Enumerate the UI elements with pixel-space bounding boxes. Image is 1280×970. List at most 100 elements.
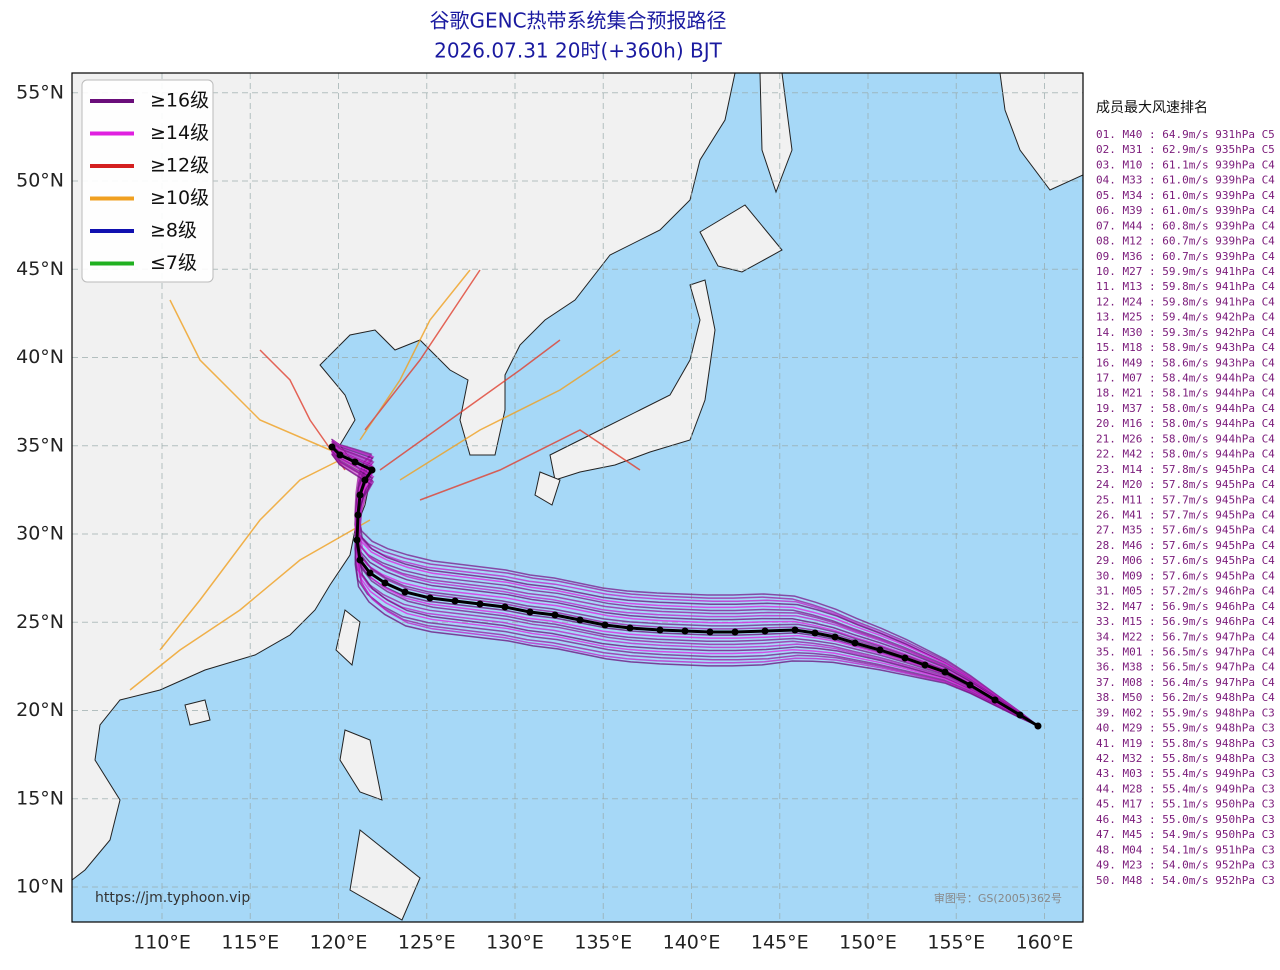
- mean-track-point: [681, 627, 689, 635]
- ranking-entry: 04. M33 : 61.0m/s 939hPa C4: [1096, 174, 1275, 187]
- legend-label: ≥12级: [150, 155, 209, 177]
- ranking-entry: 32. M47 : 56.9m/s 946hPa C4: [1096, 600, 1275, 613]
- mean-track-point: [811, 629, 819, 637]
- ranking-entry: 07. M44 : 60.8m/s 939hPa C4: [1096, 219, 1275, 232]
- track-line: [159, 459, 341, 651]
- ranking-entry: 11. M13 : 59.8m/s 941hPa C4: [1096, 280, 1275, 293]
- ranking-entry: 50. M48 : 54.0m/s 952hPa C3: [1096, 874, 1275, 887]
- legend-label: ≥14级: [150, 122, 209, 144]
- ranking-entry: 08. M12 : 60.7m/s 939hPa C4: [1096, 235, 1275, 248]
- ranking-entry: 40. M29 : 55.9m/s 948hPa C3: [1096, 722, 1275, 735]
- mean-track-point: [941, 668, 949, 676]
- lat-tick-label: 55°N: [16, 81, 64, 103]
- mean-track-point: [601, 621, 609, 629]
- mean-track-point: [366, 569, 374, 577]
- ranking-entry: 49. M23 : 54.0m/s 952hPa C3: [1096, 859, 1275, 872]
- ranking-entry: 28. M46 : 57.6m/s 945hPa C4: [1096, 539, 1275, 552]
- lon-tick-label: 160°E: [1016, 932, 1074, 954]
- ranking-entry: 12. M24 : 59.8m/s 941hPa C4: [1096, 295, 1275, 308]
- mean-track-point: [353, 536, 361, 544]
- ranking-list: 01. M40 : 64.9m/s 931hPa C5 02. M31 : 62.…: [1096, 128, 1275, 887]
- ranking-entry: 22. M42 : 58.0m/s 944hPa C4: [1096, 448, 1275, 461]
- sakhalin: [759, 73, 793, 194]
- lon-tick-label: 140°E: [663, 932, 721, 954]
- mean-track-point: [426, 594, 434, 602]
- hainan: [184, 699, 211, 726]
- ranking-entry: 13. M25 : 59.4m/s 942hPa C4: [1096, 311, 1275, 324]
- legend-label: ≥10级: [150, 187, 209, 209]
- track-line: [129, 519, 371, 691]
- ranking-entry: 23. M14 : 57.8m/s 945hPa C4: [1096, 463, 1275, 476]
- mean-track-point: [356, 556, 364, 564]
- mean-track-point: [656, 626, 664, 634]
- ranking-entry: 24. M20 : 57.8m/s 945hPa C4: [1096, 478, 1275, 491]
- ranking-entry: 44. M28 : 55.4m/s 949hPa C3: [1096, 782, 1275, 795]
- ranking-entry: 06. M39 : 61.0m/s 939hPa C4: [1096, 204, 1275, 217]
- ensemble-track: [331, 449, 1039, 727]
- lat-tick-label: 45°N: [16, 258, 64, 280]
- lat-tick-label: 20°N: [16, 699, 64, 721]
- ensemble-track: [331, 439, 1039, 727]
- mean-track-point: [876, 646, 884, 654]
- mean-track-point: [791, 626, 799, 634]
- ranking-entry: 33. M15 : 56.9m/s 946hPa C4: [1096, 615, 1275, 628]
- lon-tick-label: 155°E: [927, 932, 985, 954]
- mean-track-line: [330, 445, 1039, 728]
- mean-track-point: [706, 628, 714, 636]
- lon-tick-label: 125°E: [398, 932, 456, 954]
- ranking-entry: 29. M06 : 57.6m/s 945hPa C4: [1096, 554, 1275, 567]
- mean-track-point: [361, 476, 369, 484]
- track-line: [379, 339, 561, 471]
- ranking-entry: 42. M32 : 55.8m/s 948hPa C3: [1096, 752, 1275, 765]
- mean-track-point: [901, 654, 909, 662]
- lat-tick-label: 25°N: [16, 611, 64, 633]
- mean-track-point: [551, 611, 559, 619]
- mean-track: [328, 443, 1042, 730]
- ranking-entry: 38. M50 : 56.2m/s 948hPa C4: [1096, 691, 1275, 704]
- approval-number: 审图号：GS(2005)362号: [934, 891, 1062, 905]
- ranking-entry: 43. M03 : 55.4m/s 949hPa C3: [1096, 767, 1275, 780]
- lon-tick-label: 150°E: [839, 932, 897, 954]
- mean-track-point: [526, 608, 534, 616]
- subtitle: 2026.07.31 20时(+360h) BJT: [434, 39, 723, 63]
- honshu: [549, 279, 716, 481]
- legend-label: ≥16级: [150, 90, 209, 112]
- mean-track-point: [401, 588, 409, 596]
- map-frame: [71, 72, 1084, 923]
- legend: ≥16级 ≥14级 ≥12级 ≥10级 ≥8级 ≤7级: [81, 79, 214, 283]
- mean-track-point: [626, 624, 634, 632]
- mean-track-point: [831, 633, 839, 641]
- lat-tick-label: 30°N: [16, 523, 64, 545]
- lon-tick-label: 110°E: [133, 932, 191, 954]
- mean-track-point: [761, 627, 769, 635]
- ranking-entry: 45. M17 : 55.1m/s 950hPa C3: [1096, 798, 1275, 811]
- ranking-entry: 30. M09 : 57.6m/s 945hPa C4: [1096, 569, 1275, 582]
- mean-track-point: [966, 681, 974, 689]
- ranking-entry: 19. M37 : 58.0m/s 944hPa C4: [1096, 402, 1275, 415]
- lat-tick-label: 10°N: [16, 876, 64, 898]
- mean-track-point: [368, 466, 376, 474]
- ranking-entry: 25. M11 : 57.7m/s 945hPa C4: [1096, 493, 1275, 506]
- ranking-entry: 15. M18 : 58.9m/s 943hPa C4: [1096, 341, 1275, 354]
- ranking-entry: 14. M30 : 59.3m/s 942hPa C4: [1096, 326, 1275, 339]
- luzon: [339, 729, 383, 801]
- hokkaido: [699, 204, 783, 273]
- lon-tick-label: 145°E: [751, 932, 809, 954]
- map-area: [72, 73, 1083, 922]
- ranking-entry: 27. M35 : 57.6m/s 945hPa C4: [1096, 524, 1275, 537]
- mean-track-point: [476, 600, 484, 608]
- asia-mainland: [72, 73, 736, 881]
- ranking-entry: 26. M41 : 57.7m/s 945hPa C4: [1096, 509, 1275, 522]
- mean-track-point: [381, 579, 389, 587]
- ranking-title: 成员最大风速排名: [1096, 100, 1208, 116]
- lat-tick-label: 15°N: [16, 787, 64, 809]
- ranking-entry: 17. M07 : 58.4m/s 944hPa C4: [1096, 372, 1275, 385]
- track-line: [419, 429, 641, 501]
- mean-track-point: [921, 661, 929, 669]
- source-url: https://jm.typhoon.vip: [95, 890, 250, 906]
- lon-tick-label: 135°E: [574, 932, 632, 954]
- title: 谷歌GENC热带系统集合预报路径: [429, 9, 726, 33]
- ranking-entry: 21. M26 : 58.0m/s 944hPa C4: [1096, 432, 1275, 445]
